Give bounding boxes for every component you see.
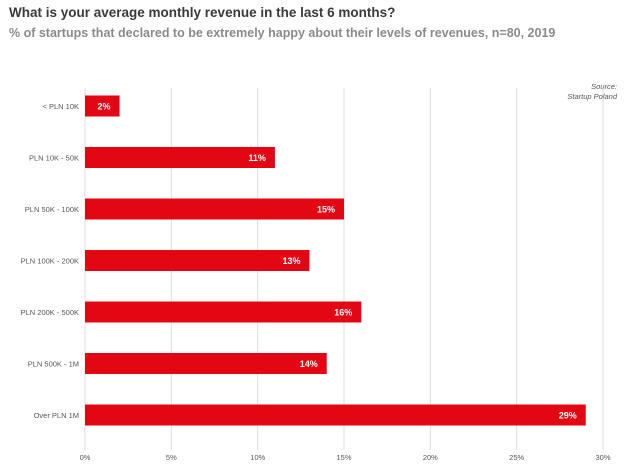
category-label: < PLN 10K — [43, 102, 79, 111]
source-label: Source: — [591, 82, 617, 91]
bar — [85, 404, 586, 426]
x-tick-label: 30% — [595, 453, 610, 462]
data-label: 11% — [248, 153, 266, 163]
x-tick-label: 20% — [423, 453, 438, 462]
chart-subtitle: % of startups that declared to be extrem… — [9, 26, 556, 40]
category-label: PLN 100K - 200K — [21, 257, 79, 266]
x-tick-label: 10% — [250, 453, 265, 462]
chart-title: What is your average monthly revenue in … — [9, 5, 396, 20]
bars — [85, 95, 586, 426]
x-axis-ticks: 0% 5% 10% 15% 20% 25% 30% — [80, 453, 611, 462]
bar — [85, 198, 344, 220]
category-labels: < PLN 10K PLN 10K - 50K PLN 50K - 100K PLN … — [21, 102, 79, 420]
data-label: 16% — [334, 308, 352, 318]
bar — [85, 250, 310, 271]
bar — [85, 95, 120, 117]
source-note: Source: Startup Poland — [567, 82, 617, 102]
bar — [85, 301, 362, 323]
source-name: Startup Poland — [567, 92, 617, 101]
category-label: PLN 200K - 500K — [21, 308, 79, 317]
category-label: PLN 10K - 50K — [29, 154, 79, 163]
data-labels: 2% 11% 15% 13% 16% 14% 29% — [98, 102, 577, 421]
bar — [85, 147, 275, 168]
data-label: 2% — [98, 102, 111, 112]
category-label: PLN 500K - 1M — [28, 360, 79, 369]
category-label: PLN 50K - 100K — [25, 205, 79, 214]
x-tick-label: 5% — [166, 453, 177, 462]
x-tick-label: 15% — [336, 453, 351, 462]
data-label: 14% — [300, 359, 318, 369]
data-label: 15% — [317, 205, 335, 215]
category-label: Over PLN 1M — [34, 411, 79, 420]
x-tick-label: 0% — [80, 453, 91, 462]
data-label: 29% — [559, 411, 577, 421]
bar — [85, 353, 327, 374]
x-tick-label: 25% — [509, 453, 524, 462]
data-label: 13% — [282, 256, 300, 266]
